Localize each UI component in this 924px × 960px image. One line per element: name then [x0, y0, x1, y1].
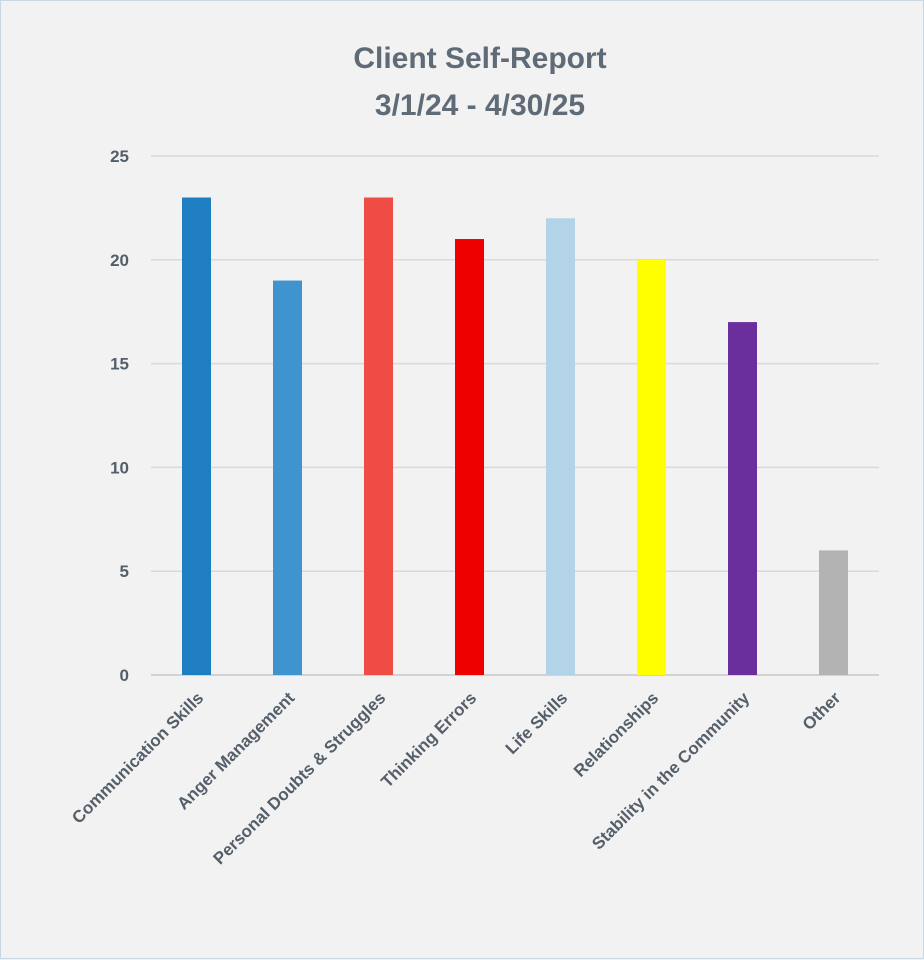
- y-tick-label: 10: [110, 458, 129, 477]
- bar: [182, 197, 211, 675]
- chart-title: Client Self-Report: [353, 42, 606, 75]
- x-tick-label: Personal Doubts & Struggles: [210, 688, 390, 868]
- y-tick-label: 20: [110, 251, 129, 270]
- bar: [455, 239, 484, 676]
- x-tick-label: Other: [799, 688, 845, 734]
- x-tick-label: Stability in the Community: [588, 688, 753, 853]
- x-tick-label: Life Skills: [502, 688, 572, 758]
- x-tick-label: Thinking Errors: [377, 688, 480, 791]
- y-tick-label: 25: [110, 147, 129, 166]
- y-tick-label: 5: [120, 562, 129, 581]
- y-tick-label: 15: [110, 355, 129, 374]
- chart-subtitle: 3/1/24 - 4/30/25: [375, 89, 585, 122]
- bar: [637, 259, 666, 675]
- bar: [819, 550, 848, 675]
- gridlines: [151, 155, 879, 676]
- bars: [182, 197, 848, 676]
- bar: [273, 280, 302, 675]
- bar: [364, 197, 393, 675]
- bar: [546, 218, 575, 675]
- bar: [728, 322, 757, 675]
- y-axis-ticks: 0 5 10 15 20 25: [110, 147, 129, 685]
- x-tick-label: Relationships: [570, 688, 662, 780]
- y-tick-label: 0: [120, 666, 129, 685]
